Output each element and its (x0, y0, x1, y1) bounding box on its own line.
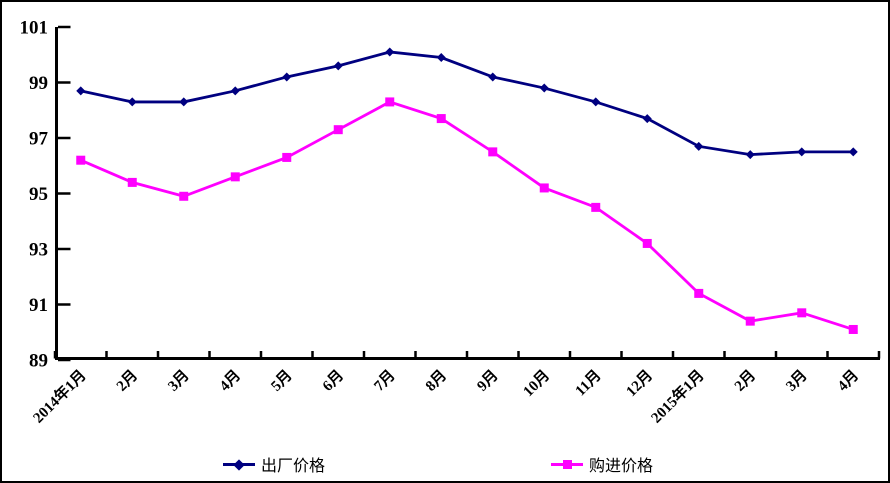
purchase-price-marker (797, 308, 807, 318)
x-axis-label: 9月 (474, 367, 502, 395)
x-axis-label: 4月 (834, 367, 862, 395)
factory-price-marker (848, 147, 858, 157)
legend-label-factory-price: 出厂价格 (261, 458, 326, 475)
factory-price-line (80, 50, 854, 157)
x-axis-label: 8月 (422, 367, 450, 395)
purchase-price-marker (539, 183, 549, 193)
x-axis-label: 2月 (731, 367, 759, 395)
purchase-price-marker (385, 97, 395, 107)
legend: 出厂价格 购进价格 (2, 453, 888, 475)
purchase-price-marker (76, 155, 86, 165)
x-axis-label: 10月 (520, 367, 553, 400)
x-axis-label: 5月 (268, 367, 296, 395)
purchase-price-marker (333, 125, 343, 135)
purchase-price-marker (282, 152, 292, 162)
x-axis-label: 7月 (371, 367, 399, 395)
factory-price-marker (797, 147, 807, 157)
factory-price-marker (333, 61, 343, 71)
x-axis-label: 2015年1月 (647, 366, 707, 426)
purchase-price-marker (642, 238, 652, 248)
purchase-price-marker (127, 177, 137, 187)
factory-price-marker (488, 72, 498, 82)
x-axis-label: 4月 (216, 367, 244, 395)
factory-price-marker (539, 83, 549, 93)
x-axis-label: 12月 (623, 367, 656, 400)
factory-price-marker (76, 86, 86, 96)
purchase-price-marker (848, 324, 858, 334)
factory-price-marker (385, 47, 395, 57)
factory-price-marker (282, 72, 292, 82)
factory-price-marker (179, 97, 189, 107)
legend-item-factory-price: 出厂价格 (223, 453, 325, 475)
x-axis-label: 11月 (572, 367, 605, 400)
x-axis-label: 3月 (165, 367, 193, 395)
factory-price-marker (436, 53, 446, 63)
factory-price-marker (591, 97, 601, 107)
purchase-price-line (80, 100, 854, 331)
purchase-price-marker (230, 172, 240, 182)
x-axis-label: 6月 (319, 367, 347, 395)
y-axis-label: 91 (29, 295, 48, 316)
purchase-price-series (76, 97, 858, 334)
y-axis-label: 97 (29, 129, 49, 150)
purchase-price-marker (488, 147, 498, 157)
purchase-price-legend-key (551, 456, 583, 472)
factory-price-series (76, 47, 858, 160)
factory-price-legend-key (223, 456, 255, 472)
factory-price-marker (745, 150, 755, 160)
y-axis-label: 101 (20, 18, 49, 39)
y-axis-label: 99 (29, 73, 48, 94)
legend-label-purchase-price: 购进价格 (589, 458, 654, 475)
x-axis-label: 2月 (113, 367, 141, 395)
factory-price-marker (230, 86, 240, 96)
y-axis-label: 93 (29, 240, 48, 261)
purchase-price-marker (745, 316, 755, 326)
diamond-marker-icon (233, 458, 245, 471)
y-axis-label: 89 (29, 351, 48, 372)
factory-price-marker (642, 114, 652, 124)
y-axis-label: 95 (29, 184, 48, 205)
legend-item-purchase-price: 购进价格 (551, 453, 653, 475)
purchase-price-marker (179, 191, 189, 201)
factory-price-marker (694, 141, 704, 151)
purchase-price-marker (694, 288, 704, 298)
purchase-price-marker (591, 202, 601, 212)
factory-price-marker (127, 97, 137, 107)
x-axis-label: 2014年1月 (29, 366, 89, 426)
x-axis-label: 3月 (783, 367, 811, 395)
square-marker-icon (562, 460, 572, 469)
purchase-price-marker (436, 114, 446, 124)
